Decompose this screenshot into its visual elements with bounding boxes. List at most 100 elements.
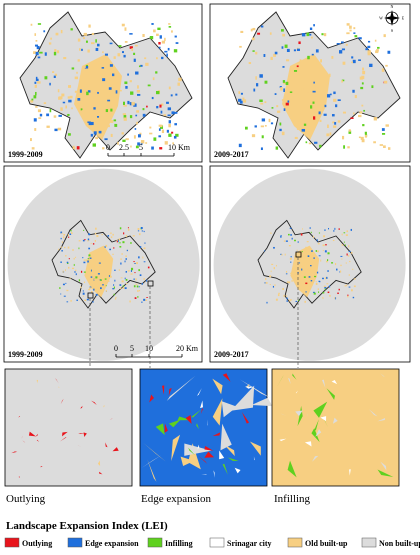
- patch: [286, 295, 287, 296]
- patch: [309, 143, 311, 145]
- patch: [60, 294, 61, 295]
- patch: [100, 279, 101, 280]
- patch: [46, 126, 49, 128]
- patch: [95, 276, 97, 278]
- patch: [88, 289, 90, 290]
- patch: [68, 133, 71, 135]
- patch: [295, 92, 297, 94]
- patch: [133, 235, 135, 236]
- patch: [313, 257, 314, 258]
- patch: [311, 37, 313, 39]
- patch: [346, 262, 347, 263]
- patch: [360, 87, 363, 89]
- inset: [272, 369, 399, 486]
- patch: [104, 268, 105, 269]
- legend-swatch: [68, 538, 82, 547]
- patch: [50, 38, 52, 40]
- patch: [300, 59, 302, 62]
- patch: [325, 288, 326, 290]
- patch: [38, 57, 41, 59]
- patch: [120, 227, 121, 229]
- patch: [252, 50, 254, 52]
- patch: [148, 85, 151, 87]
- patch: [83, 290, 84, 291]
- patch: [298, 241, 299, 242]
- patch: [60, 262, 62, 263]
- patch: [319, 281, 321, 282]
- patch: [340, 265, 341, 266]
- patch: [106, 290, 107, 292]
- patch: [255, 52, 257, 55]
- patch: [333, 99, 336, 102]
- patch: [324, 287, 326, 288]
- patch: [351, 62, 353, 64]
- patch: [264, 54, 266, 57]
- patch: [343, 145, 345, 148]
- patch: [109, 249, 111, 250]
- patch: [279, 129, 281, 131]
- patch: [345, 245, 346, 246]
- patch: [304, 276, 306, 278]
- patch: [302, 228, 303, 229]
- patch: [135, 278, 136, 280]
- patch: [274, 285, 276, 286]
- patch: [58, 128, 61, 131]
- patch: [313, 116, 315, 119]
- patch: [342, 244, 344, 246]
- patch: [122, 51, 124, 53]
- patch: [62, 233, 63, 234]
- patch: [317, 250, 319, 252]
- scale-label: 20 Km: [176, 344, 199, 353]
- patch: [286, 59, 289, 61]
- patch: [128, 227, 129, 228]
- patch: [122, 241, 124, 243]
- patch: [152, 97, 154, 99]
- patch: [91, 243, 92, 244]
- patch: [30, 100, 33, 102]
- patch: [171, 111, 174, 114]
- patch: [304, 124, 306, 126]
- patch: [120, 287, 121, 289]
- patch: [34, 82, 36, 84]
- patch: [74, 258, 75, 260]
- patch: [298, 41, 300, 44]
- patch: [156, 91, 159, 94]
- patch: [93, 289, 94, 291]
- patch: [343, 112, 346, 114]
- patch: [153, 137, 156, 140]
- patch: [330, 132, 332, 135]
- patch: [78, 59, 80, 61]
- patch: [138, 269, 140, 271]
- patch: [345, 285, 346, 286]
- patch: [309, 276, 311, 277]
- patch: [35, 92, 37, 95]
- patch: [97, 44, 100, 47]
- patch: [146, 297, 147, 298]
- period-label: 2009-2017: [214, 350, 249, 359]
- patch: [155, 71, 157, 73]
- patch: [61, 94, 64, 97]
- patch: [80, 89, 82, 92]
- patch: [285, 45, 288, 48]
- patch: [305, 291, 306, 292]
- period-label: 1999-2009: [8, 150, 43, 159]
- patch: [168, 107, 171, 110]
- patch: [99, 263, 101, 264]
- patch: [125, 287, 127, 289]
- patch: [114, 56, 116, 59]
- patch: [160, 35, 162, 38]
- patch: [310, 105, 312, 108]
- patch: [387, 51, 390, 54]
- patch: [89, 287, 91, 288]
- patch: [174, 123, 177, 125]
- patch: [304, 301, 305, 303]
- patch: [350, 117, 353, 119]
- patch: [363, 110, 365, 112]
- patch: [49, 42, 51, 44]
- patch: [83, 230, 84, 231]
- legend-swatch: [210, 538, 224, 547]
- patch: [79, 240, 81, 241]
- patch: [326, 133, 329, 136]
- patch: [316, 49, 319, 52]
- patch: [144, 261, 146, 262]
